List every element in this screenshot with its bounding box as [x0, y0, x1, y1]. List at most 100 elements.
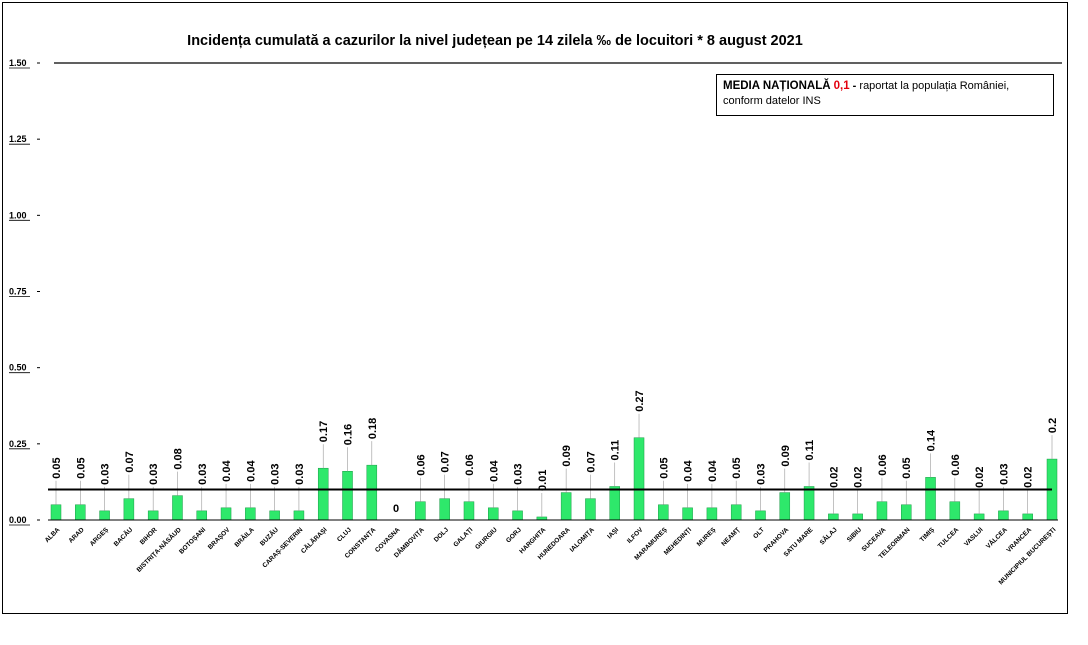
- bar: [488, 507, 499, 521]
- value-label: 0.07: [124, 451, 136, 472]
- bar: [925, 477, 936, 521]
- value-label: 0.06: [415, 454, 427, 475]
- category-label: ARGEȘ: [89, 526, 111, 548]
- y-tick-label: 0.75: [9, 287, 27, 297]
- bar: [75, 504, 86, 521]
- legend-label: MEDIA NAȚIONALĂ: [723, 80, 831, 92]
- bar: [755, 510, 766, 521]
- category-label: CLUJ: [336, 526, 353, 543]
- value-label: 0.03: [513, 463, 525, 484]
- value-label: 0.16: [343, 424, 355, 445]
- value-label: 0.18: [367, 418, 379, 439]
- value-label: 0.06: [464, 454, 476, 475]
- value-label: 0.06: [877, 454, 889, 475]
- value-label: 0.01: [537, 470, 549, 491]
- value-label: 0.04: [245, 460, 257, 482]
- category-label: GORJ: [505, 526, 523, 544]
- value-label: 0.03: [998, 463, 1010, 484]
- value-label: 0.05: [51, 457, 63, 478]
- category-label: GIURGIU: [474, 526, 499, 551]
- bar: [828, 513, 839, 521]
- bar: [682, 507, 693, 521]
- category-label: ARAD: [67, 526, 85, 544]
- bar: [998, 510, 1009, 521]
- bar: [876, 501, 888, 521]
- value-label: 0.02: [1023, 466, 1035, 487]
- bar: [852, 513, 863, 521]
- category-label: GALAȚI: [452, 526, 474, 548]
- y-tick-label: 1.00: [9, 210, 27, 220]
- bar: [196, 510, 208, 521]
- bar: [99, 510, 110, 521]
- category-label: BRAȘOV: [207, 526, 232, 551]
- value-label: 0.02: [974, 466, 986, 487]
- bar: [512, 510, 523, 521]
- value-label: 0.03: [197, 463, 209, 484]
- category-label: IAȘI: [606, 526, 620, 540]
- value-label: 0.03: [755, 463, 767, 484]
- category-label: TIMIȘ: [919, 526, 937, 544]
- value-label: 0.27: [634, 390, 646, 411]
- chart-title: Incidența cumulată a cazurilor la nivel …: [187, 33, 803, 49]
- bar: [415, 501, 426, 521]
- bar: [317, 467, 329, 521]
- category-label: BRĂILA: [232, 525, 256, 549]
- bar: [803, 486, 815, 521]
- value-label: 0.09: [780, 445, 792, 466]
- bar: [949, 501, 961, 521]
- value-label: 0.05: [658, 457, 670, 478]
- legend-text-line1: raportat la populația României,: [859, 80, 1010, 92]
- category-label: MUREȘ: [696, 526, 718, 548]
- bar: [123, 498, 135, 521]
- bar: [245, 507, 256, 521]
- bar: [172, 495, 183, 521]
- value-label: 0.07: [440, 451, 452, 472]
- category-label: VASLUI: [963, 526, 985, 548]
- category-label: IALOMIȚA: [569, 526, 596, 553]
- bar-series: [50, 437, 1058, 521]
- category-label: CĂLĂRAȘI: [299, 525, 329, 555]
- legend-separator: -: [852, 80, 857, 92]
- bar: [779, 492, 791, 521]
- value-label: 0.02: [853, 466, 865, 487]
- y-axis: 0.00 0.25 0.50 0.75 1.00 1.25 1.50: [9, 58, 40, 526]
- y-tick-label: 0.50: [9, 363, 27, 373]
- value-label: 0.04: [683, 460, 695, 482]
- category-label: BUZĂU: [258, 525, 281, 548]
- bar: [269, 510, 280, 521]
- category-label: BIHOR: [139, 526, 159, 546]
- value-label: 0.07: [585, 451, 597, 472]
- value-label: 0.14: [926, 429, 938, 451]
- value-label: 0.03: [148, 463, 160, 484]
- bar: [220, 507, 232, 521]
- bar: [439, 498, 450, 521]
- x-axis: ALBA ARAD ARGEȘ BACĂU BIHORBISTRIȚA-NĂSĂUDBO…: [44, 525, 1058, 586]
- bar: [730, 504, 742, 521]
- bar: [658, 504, 669, 521]
- bar: [147, 510, 159, 521]
- bar: [293, 510, 305, 521]
- bar: [560, 492, 572, 521]
- y-tick-label: 1.50: [9, 58, 27, 68]
- category-label: DOLJ: [433, 526, 450, 543]
- value-label: 0: [393, 503, 399, 515]
- category-label: SĂLAJ: [817, 525, 839, 547]
- value-label: 0.06: [950, 454, 962, 475]
- bar: [609, 486, 620, 521]
- bar: [1022, 513, 1033, 521]
- category-label: TULCEA: [937, 526, 961, 550]
- value-label: 0.09: [561, 445, 573, 466]
- category-label: NEAMȚ: [720, 526, 741, 547]
- value-label: 0.03: [100, 463, 112, 484]
- bar: [463, 501, 475, 521]
- value-label: 0.03: [294, 463, 306, 484]
- category-label: VÂLCEA: [984, 525, 1009, 550]
- y-tick-label: 0.00: [9, 515, 27, 525]
- value-label: 0.08: [172, 448, 184, 469]
- bar: [342, 471, 353, 521]
- value-label: 0.2: [1047, 418, 1059, 433]
- bar: [900, 504, 912, 521]
- category-label: BOTOȘANI: [178, 526, 207, 555]
- value-label: 0.05: [901, 457, 913, 478]
